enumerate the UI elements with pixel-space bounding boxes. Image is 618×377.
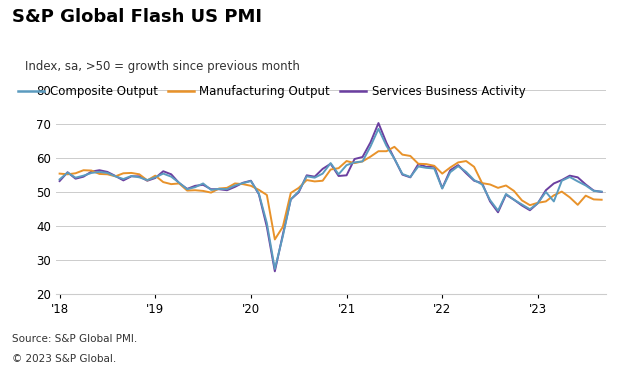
Text: S&P Global Flash US PMI: S&P Global Flash US PMI bbox=[12, 8, 263, 26]
Text: Source: S&P Global PMI.: Source: S&P Global PMI. bbox=[12, 334, 138, 344]
Text: © 2023 S&P Global.: © 2023 S&P Global. bbox=[12, 354, 117, 365]
Text: Index, sa, >50 = growth since previous month: Index, sa, >50 = growth since previous m… bbox=[25, 60, 300, 73]
Legend: Composite Output, Manufacturing Output, Services Business Activity: Composite Output, Manufacturing Output, … bbox=[19, 85, 525, 98]
